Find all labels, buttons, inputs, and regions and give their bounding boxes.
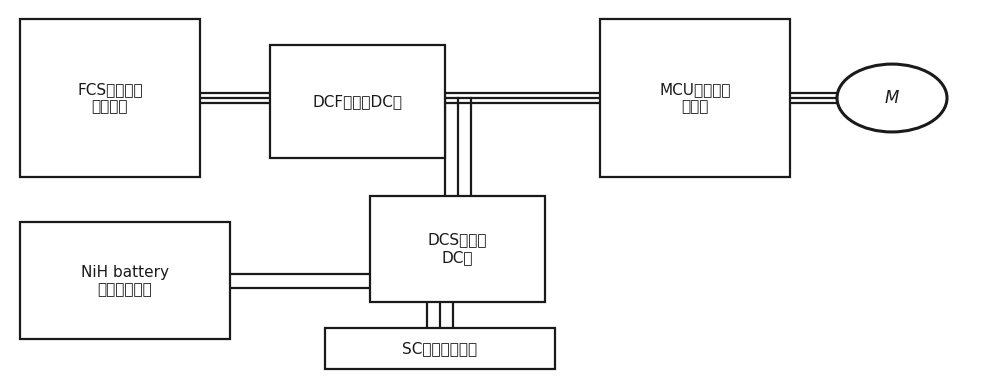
Bar	[270, 45, 445, 158]
Text: SC（超级电容）: SC（超级电容）	[402, 341, 478, 356]
Ellipse shape	[837, 64, 947, 132]
Bar	[600, 19, 790, 177]
Text: M: M	[885, 89, 899, 107]
Text: MCU（电机控
制器）: MCU（电机控 制器）	[659, 82, 731, 114]
Text: DCS（双向
DC）: DCS（双向 DC）	[428, 233, 487, 265]
Text: NiH battery
（镐氪电池）: NiH battery （镐氪电池）	[81, 265, 169, 297]
Text: DCF（单向DC）: DCF（单向DC）	[313, 94, 403, 109]
Bar	[370, 196, 545, 302]
Bar	[325, 328, 555, 369]
Bar	[20, 19, 200, 177]
Text: FCS（燃料电
池系统）: FCS（燃料电 池系统）	[77, 82, 143, 114]
Bar	[20, 222, 230, 339]
